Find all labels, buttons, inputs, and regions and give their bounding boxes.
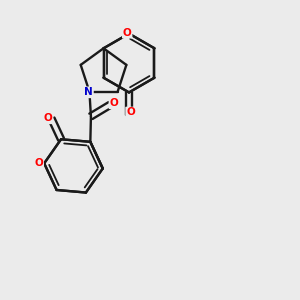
Text: O: O bbox=[110, 98, 118, 108]
Text: O: O bbox=[34, 158, 43, 168]
Text: N: N bbox=[84, 87, 93, 97]
Text: O: O bbox=[44, 113, 52, 123]
Text: O: O bbox=[123, 28, 132, 38]
Text: O: O bbox=[126, 107, 135, 118]
